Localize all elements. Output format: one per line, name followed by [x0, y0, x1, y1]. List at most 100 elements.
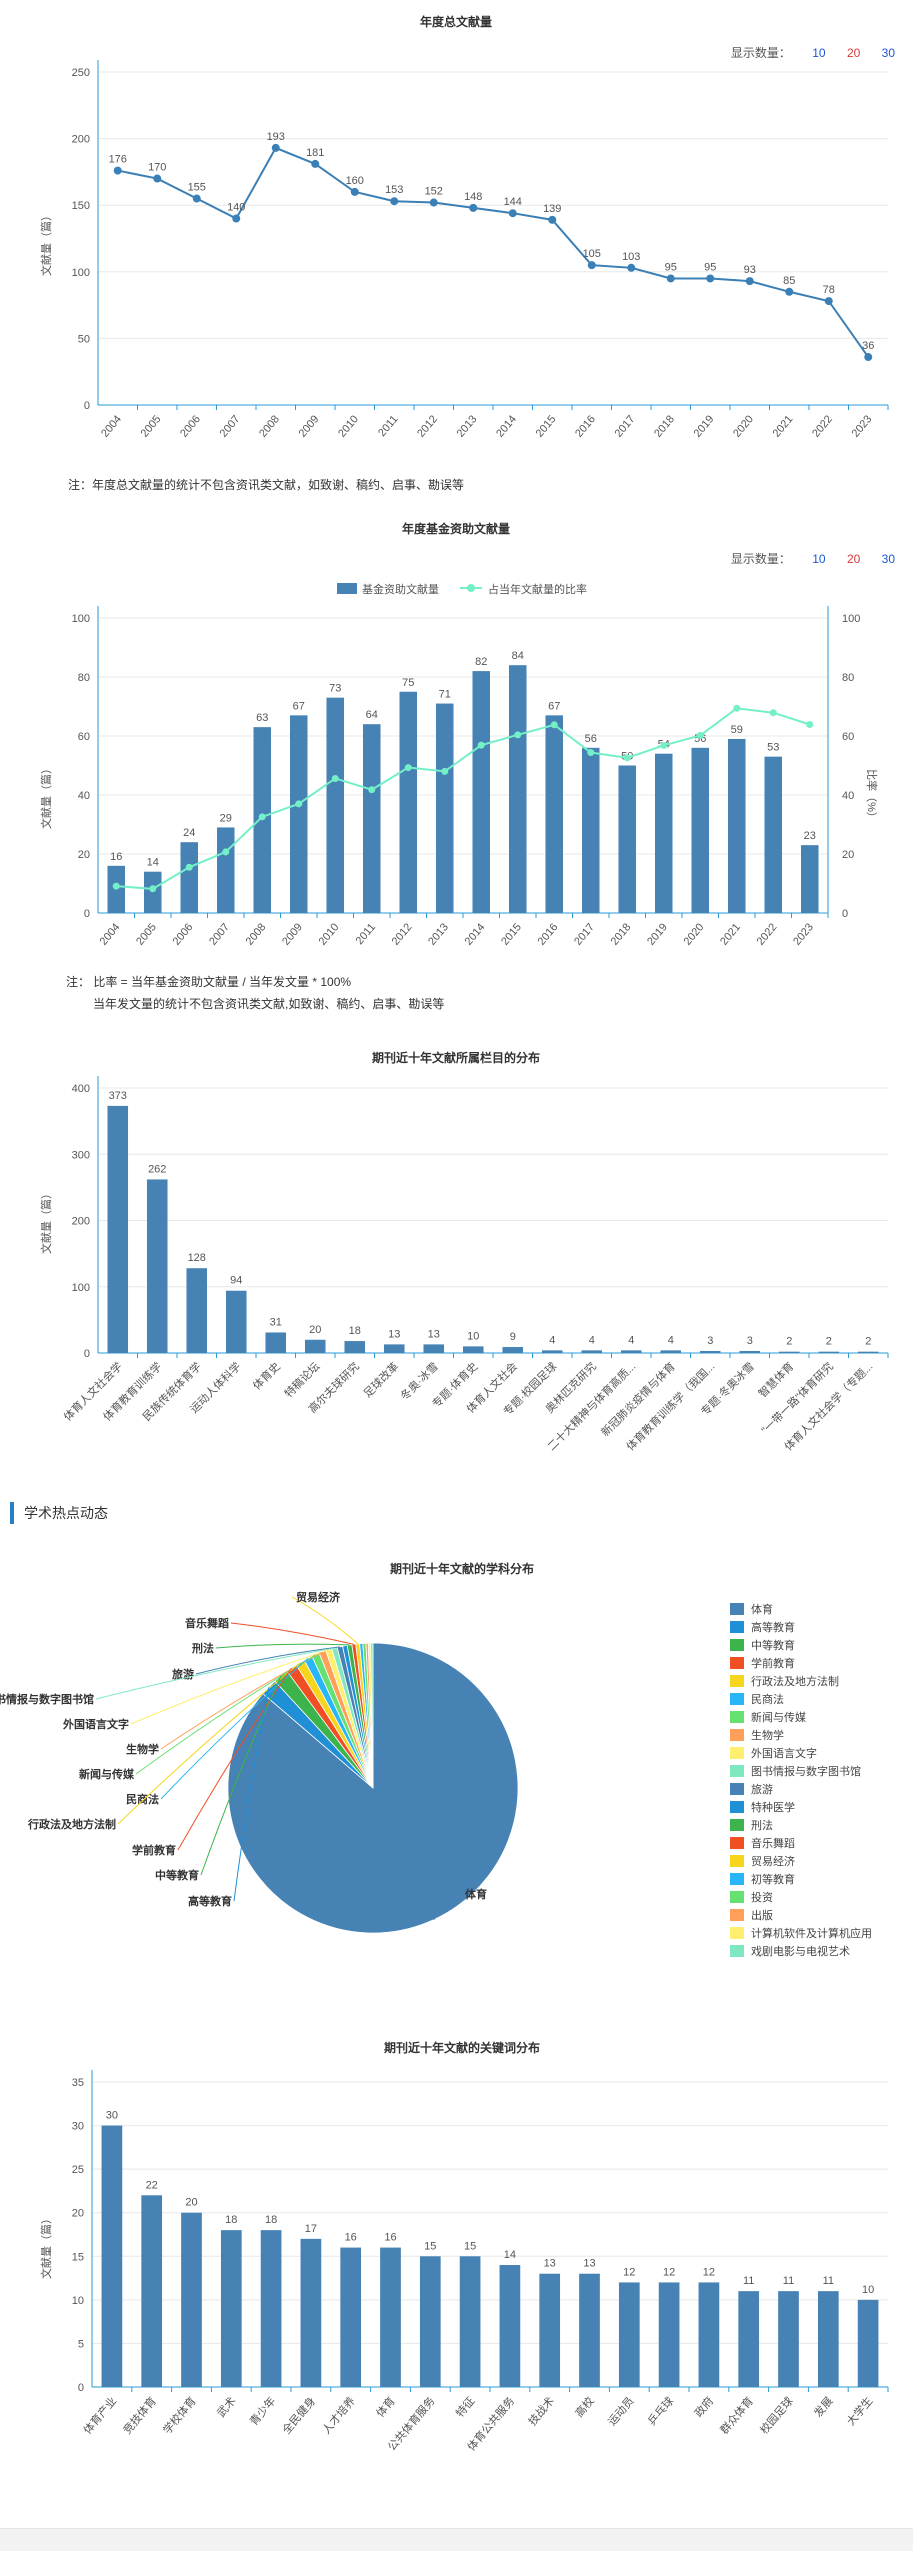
legend-label[interactable]: 戏剧电影与电视艺术: [751, 1944, 850, 1958]
ratio-point[interactable]: [112, 882, 120, 890]
bar[interactable]: [383, 1344, 405, 1353]
bar[interactable]: [699, 1351, 721, 1353]
legend-label[interactable]: 学前教育: [751, 1656, 795, 1670]
data-point[interactable]: [627, 263, 636, 272]
bar[interactable]: [459, 2256, 481, 2387]
data-point[interactable]: [666, 274, 675, 283]
bar[interactable]: [658, 2282, 680, 2387]
bar[interactable]: [579, 2273, 600, 2387]
ratio-point[interactable]: [514, 731, 522, 739]
data-point[interactable]: [864, 353, 873, 362]
bar[interactable]: [181, 2212, 202, 2387]
bar[interactable]: [618, 765, 637, 914]
data-point[interactable]: [232, 214, 241, 223]
bar[interactable]: [857, 1351, 879, 1353]
ratio-point[interactable]: [733, 704, 741, 712]
bar[interactable]: [141, 2195, 163, 2387]
bar[interactable]: [289, 715, 308, 913]
data-point[interactable]: [587, 261, 596, 270]
legend-label[interactable]: 刑法: [751, 1818, 773, 1832]
legend-label[interactable]: 新闻与传媒: [751, 1710, 806, 1724]
bar[interactable]: [817, 2291, 839, 2387]
bar[interactable]: [581, 1350, 603, 1353]
bar[interactable]: [698, 2282, 720, 2387]
data-point[interactable]: [548, 215, 557, 224]
bar[interactable]: [618, 2282, 640, 2387]
legend-label[interactable]: 特种医学: [751, 1800, 795, 1814]
legend-label[interactable]: 生物学: [751, 1728, 784, 1742]
bar[interactable]: [620, 1350, 642, 1353]
data-point[interactable]: [153, 174, 162, 183]
count-option-30[interactable]: 30: [881, 46, 895, 60]
bar[interactable]: [300, 2238, 322, 2387]
bar[interactable]: [380, 2247, 401, 2387]
data-point[interactable]: [271, 143, 280, 152]
bar[interactable]: [326, 697, 345, 913]
ratio-point[interactable]: [331, 774, 339, 782]
count-option-10[interactable]: 10: [812, 46, 826, 60]
bar[interactable]: [499, 2265, 521, 2387]
data-point[interactable]: [350, 187, 359, 196]
data-point[interactable]: [429, 198, 438, 207]
legend-label[interactable]: 行政法及地方法制: [751, 1674, 839, 1688]
count-option-20[interactable]: 20: [846, 46, 861, 60]
legend-label[interactable]: 贸易经济: [751, 1854, 795, 1868]
bar[interactable]: [180, 842, 199, 913]
legend-label[interactable]: 民商法: [751, 1692, 784, 1706]
data-point[interactable]: [311, 159, 320, 168]
bar[interactable]: [435, 703, 454, 913]
bar[interactable]: [216, 827, 235, 913]
ratio-point[interactable]: [295, 800, 303, 808]
bar[interactable]: [545, 715, 564, 913]
ratio-point[interactable]: [185, 863, 193, 871]
legend-label[interactable]: 中等教育: [751, 1638, 795, 1652]
bar[interactable]: [419, 2256, 441, 2387]
data-point[interactable]: [508, 209, 517, 218]
bar[interactable]: [107, 1105, 129, 1353]
data-point[interactable]: [824, 297, 833, 306]
data-point[interactable]: [785, 287, 794, 296]
legend-label[interactable]: 初等教育: [751, 1872, 795, 1886]
bar[interactable]: [220, 2230, 242, 2387]
legend-label[interactable]: 计算机软件及计算机应用: [751, 1926, 872, 1940]
bar[interactable]: [857, 2299, 879, 2387]
bar[interactable]: [778, 1351, 800, 1353]
ratio-point[interactable]: [149, 885, 157, 893]
pie-slice[interactable]: [370, 1642, 374, 1789]
ratio-point[interactable]: [587, 749, 595, 757]
legend-label[interactable]: 外国语言文字: [751, 1746, 817, 1760]
bar[interactable]: [186, 1268, 208, 1353]
ratio-point[interactable]: [660, 741, 668, 749]
bar[interactable]: [462, 1346, 484, 1353]
ratio-point[interactable]: [404, 764, 412, 772]
bar[interactable]: [340, 2247, 362, 2387]
ratio-point[interactable]: [550, 721, 558, 729]
bar[interactable]: [362, 724, 381, 913]
bar[interactable]: [800, 845, 819, 913]
bar[interactable]: [764, 756, 783, 913]
bar[interactable]: [502, 1347, 524, 1353]
bar[interactable]: [304, 1339, 326, 1353]
legend-label[interactable]: 音乐舞蹈: [751, 1836, 795, 1850]
ratio-point[interactable]: [696, 731, 704, 739]
ratio-point[interactable]: [477, 741, 485, 749]
bar[interactable]: [541, 1350, 563, 1353]
bar[interactable]: [654, 753, 673, 913]
ratio-point[interactable]: [769, 709, 777, 717]
data-point[interactable]: [113, 166, 122, 175]
bar[interactable]: [265, 1332, 287, 1353]
bar[interactable]: [101, 2125, 123, 2387]
legend-label[interactable]: 投资: [751, 1890, 773, 1904]
bar[interactable]: [399, 691, 418, 913]
bar[interactable]: [778, 2291, 799, 2387]
ratio-point[interactable]: [258, 813, 266, 821]
ratio-point[interactable]: [368, 786, 376, 794]
legend-label[interactable]: 图书情报与数字图书馆: [751, 1764, 861, 1778]
data-point[interactable]: [390, 197, 399, 206]
data-point[interactable]: [706, 274, 715, 283]
bar[interactable]: [581, 747, 600, 913]
bar[interactable]: [146, 1179, 168, 1353]
bar[interactable]: [739, 1351, 761, 1353]
bar[interactable]: [539, 2273, 561, 2387]
legend-label[interactable]: 高等教育: [751, 1620, 795, 1634]
